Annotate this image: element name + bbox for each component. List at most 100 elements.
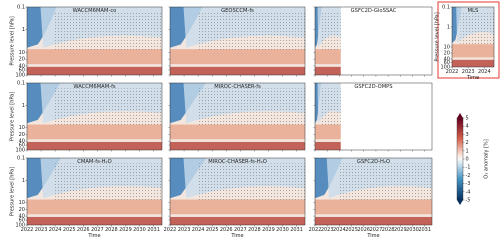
y-tick-label: 60 [19, 218, 25, 224]
x-tick-label: 2031 [418, 227, 431, 233]
heatmap-red [315, 124, 341, 140]
x-tick-label: 2029 [394, 227, 407, 233]
panel: GSFC2D-GloSSAC [313, 6, 433, 77]
colorbar-tick-label: 0 [466, 157, 469, 163]
colorbar [456, 117, 464, 201]
stipple [54, 163, 162, 201]
colorbar-tick-label: 4 [466, 124, 469, 130]
plot-frame [26, 82, 163, 151]
y-tick-label: 10 [19, 125, 25, 131]
y-tick-label: 10 [444, 45, 450, 51]
x-tick-label: 2022 [164, 227, 177, 233]
y-tick-label: 100 [440, 65, 450, 71]
x-axis-label: Time [87, 233, 100, 239]
plot-frame [169, 157, 306, 226]
heatmap-darkred [27, 141, 162, 150]
y-tick-label: 100 [15, 223, 25, 229]
x-tick-label: 2030 [406, 227, 419, 233]
panel-title: MLS [468, 8, 479, 14]
plot-frame [26, 157, 163, 226]
x-tick-label: 2027 [370, 227, 383, 233]
y-tick-label: 0.1 [17, 81, 25, 87]
x-tick-label: 2030 [276, 227, 289, 233]
colorbar-extend-bottom [457, 200, 463, 205]
plot-frame [26, 6, 163, 76]
heatmap-darkred [170, 141, 305, 150]
x-tick-label: 2025 [63, 227, 76, 233]
plot-frame [451, 6, 495, 68]
y-tick-label: 20 [19, 57, 25, 63]
heatmap-red [315, 49, 341, 65]
panel-title: GSFC2D-OMPS [354, 84, 392, 90]
colorbar-tick-label: -3 [466, 181, 471, 187]
plot-frame [314, 82, 433, 151]
panel-title: WACCM6MAM-fs [73, 84, 116, 90]
colorbar-tick-label: -5 [466, 198, 471, 204]
colorbar-tick-label: 1 [466, 148, 469, 154]
stipple [54, 88, 162, 126]
x-tick-label: 2031 [290, 227, 303, 233]
heatmap-red [170, 49, 305, 65]
y-tick-label: 60 [19, 67, 25, 73]
y-tick-label: 0.1 [17, 5, 25, 11]
stipple [460, 11, 494, 45]
x-tick-label: 2025 [345, 227, 358, 233]
colorbar-tick-label: -1 [466, 165, 471, 171]
y-tick-label: 40 [19, 139, 25, 145]
heatmap-darkred [315, 216, 432, 225]
y-axis-label: Pressure level [hPa] [435, 12, 441, 61]
heatmap-darkred [27, 66, 162, 75]
x-tick-label: 2026 [220, 227, 233, 233]
x-tick-label: 2029 [262, 227, 275, 233]
y-axis-label: Pressure level [hPa] [10, 167, 16, 216]
x-tick-label: 2024 [192, 227, 205, 233]
y-tick-label: 1 [22, 27, 25, 33]
colorbar-tick-label: -4 [466, 189, 471, 195]
y-tick-label: 40 [19, 63, 25, 69]
panel: GSFC2D-OMPS [313, 82, 433, 152]
heatmap-darkred [27, 216, 162, 225]
x-tick-label: 2024 [333, 227, 346, 233]
panel-title: GSFC2D-H₂O [357, 159, 390, 165]
colorbar-extend-top [457, 113, 463, 118]
y-tick-label: 100 [15, 148, 25, 154]
x-axis-label: Time [466, 75, 479, 81]
plot-frame [314, 6, 433, 76]
x-tick-label: 2030 [133, 227, 146, 233]
colorbar-tick-label: 2 [466, 140, 469, 146]
y-tick-label: 0.1 [17, 156, 25, 162]
y-tick-label: 1 [22, 178, 25, 184]
panel-title: CMAM-fs-H₂O [77, 159, 111, 165]
y-tick-label: 10 [19, 50, 25, 56]
stipple [54, 12, 162, 50]
heatmap-darkred [452, 59, 494, 67]
y-tick-label: 40 [19, 214, 25, 220]
stipple [320, 12, 341, 50]
y-tick-label: 20 [19, 132, 25, 138]
x-tick-label: 2028 [105, 227, 118, 233]
y-tick-label: 60 [444, 60, 450, 66]
x-tick-label: 2023 [321, 227, 334, 233]
y-axis-label: Pressure level [hPa] [10, 92, 16, 141]
panel-title: MIROC-CHASER-fs-H₂O [208, 159, 267, 165]
x-axis-label: Time [366, 233, 379, 239]
colorbar-tick-label: 3 [466, 132, 469, 138]
y-tick-label: 40 [444, 57, 450, 63]
plot-frame [169, 6, 306, 76]
panel-title: GEOSCCM-fs [221, 8, 254, 14]
y-axis-label: Pressure level [hPa] [10, 16, 16, 65]
heatmap-red [27, 124, 162, 140]
x-tick-label: 2023 [178, 227, 191, 233]
x-tick-label: 2023 [35, 227, 48, 233]
x-tick-label: 2024 [49, 227, 62, 233]
stipple [320, 88, 341, 126]
y-tick-label: 0.1 [442, 5, 450, 11]
y-tick-label: 60 [19, 143, 25, 149]
x-tick-label: 2022 [21, 227, 34, 233]
